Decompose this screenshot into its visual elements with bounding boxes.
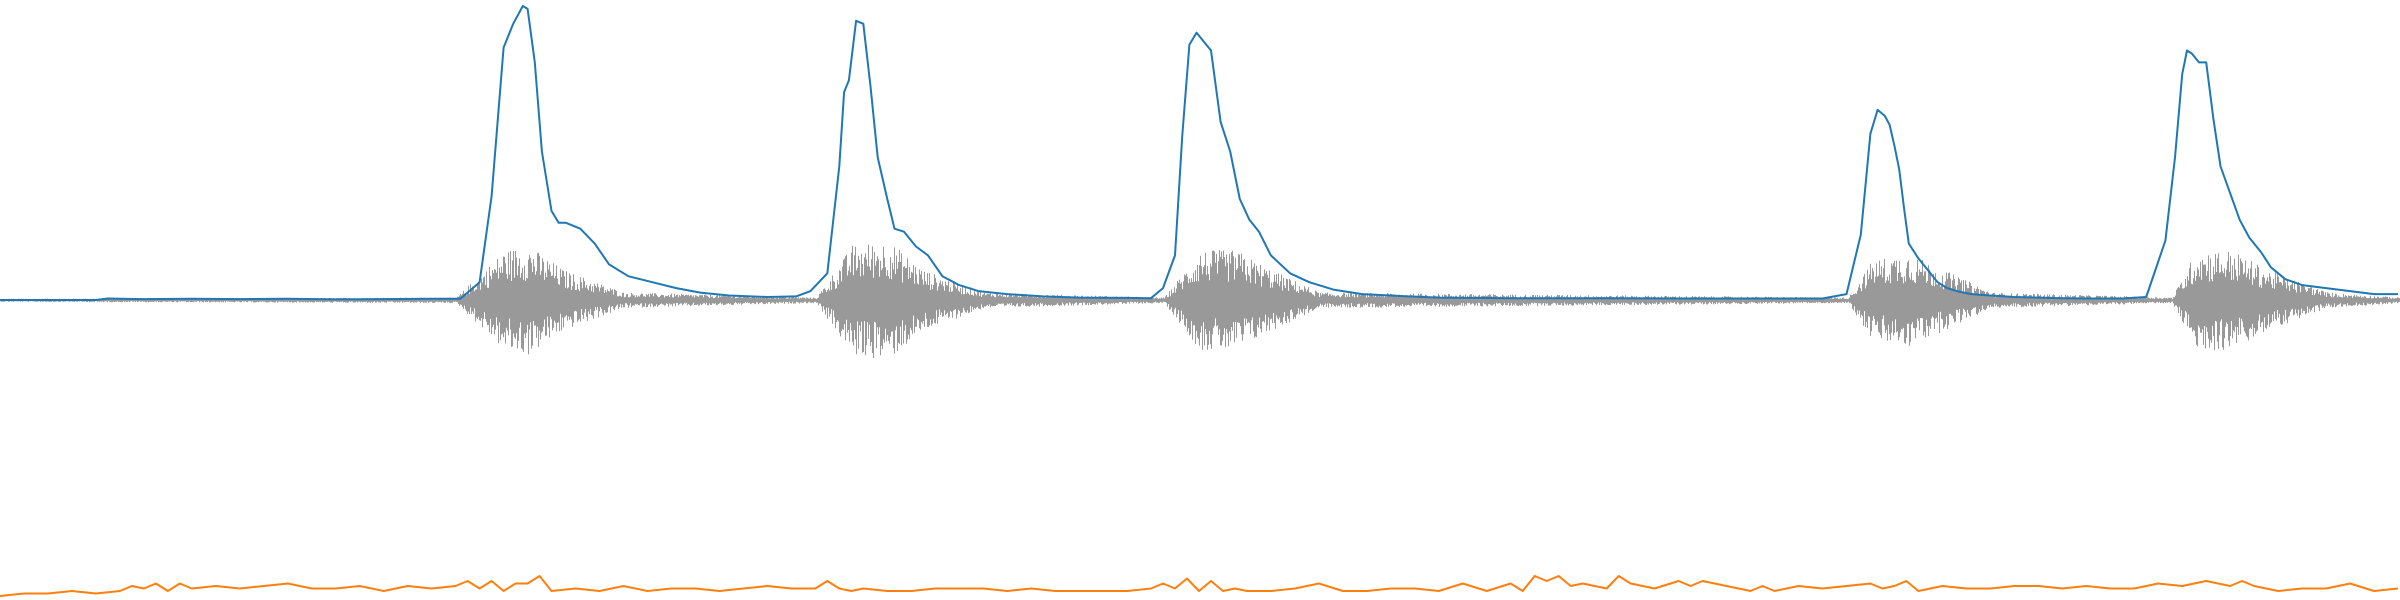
secondary-trace-series	[0, 575, 2399, 597]
audio-waveform-series	[0, 244, 2400, 358]
envelope-line	[0, 5, 2398, 301]
waveform-line	[0, 244, 2400, 358]
trace-line	[0, 575, 2399, 597]
amplitude-envelope-series	[0, 5, 2398, 301]
